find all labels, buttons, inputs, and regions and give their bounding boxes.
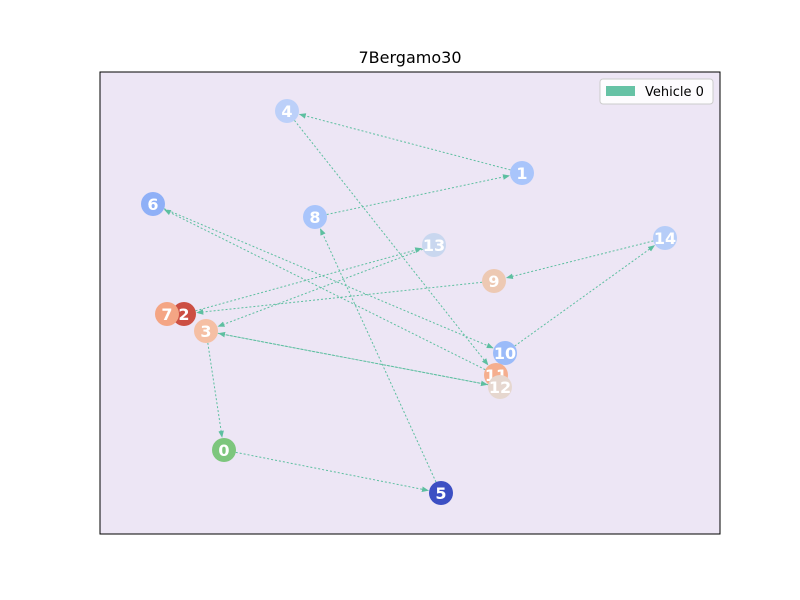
edge-6-to-10 — [163, 208, 494, 349]
edge-1-to-4 — [298, 113, 511, 171]
node-circle-7 — [155, 302, 179, 326]
edge-12-to-3 — [218, 331, 489, 386]
node-circle-14 — [653, 226, 677, 250]
node-label-1: 1 — [516, 164, 527, 183]
node-label-0: 0 — [218, 441, 229, 460]
node-label-10: 10 — [494, 344, 516, 363]
node-6: 6 — [141, 192, 165, 216]
node-circle-3 — [194, 319, 218, 343]
node-circle-8 — [303, 205, 327, 229]
node-1: 1 — [510, 161, 534, 185]
chart-title: 7Bergamo30 — [359, 48, 462, 67]
node-13: 13 — [422, 233, 446, 257]
node-7: 7 — [155, 302, 179, 326]
node-label-6: 6 — [147, 195, 158, 214]
node-12: 12 — [488, 375, 512, 399]
node-label-8: 8 — [309, 208, 320, 227]
node-circle-6 — [141, 192, 165, 216]
node-4: 4 — [275, 99, 299, 123]
plot-frame — [99, 71, 721, 535]
node-circle-13 — [422, 233, 446, 257]
node-14: 14 — [653, 226, 677, 250]
node-label-3: 3 — [200, 322, 211, 341]
node-circle-2 — [172, 302, 196, 326]
edges-layer — [163, 113, 656, 492]
edge-8-to-1 — [326, 174, 510, 215]
legend-swatch-vehicle-0 — [606, 86, 635, 96]
plot-area — [100, 72, 720, 534]
node-circle-5 — [429, 481, 453, 505]
node-label-14: 14 — [654, 229, 676, 248]
node-0: 0 — [212, 438, 236, 462]
node-circle-10 — [493, 341, 517, 365]
node-label-9: 9 — [488, 272, 499, 291]
node-label-7: 7 — [161, 305, 172, 324]
edge-13-to-3 — [217, 248, 423, 327]
node-5: 5 — [429, 481, 453, 505]
edge-14-to-9 — [505, 240, 654, 280]
legend-label-vehicle-0: Vehicle 0 — [645, 85, 704, 100]
node-circle-1 — [510, 161, 534, 185]
edge-2-to-13 — [195, 247, 423, 312]
node-label-5: 5 — [435, 484, 446, 503]
node-circle-4 — [275, 99, 299, 123]
node-10: 10 — [493, 341, 517, 365]
node-8: 8 — [303, 205, 327, 229]
node-circle-9 — [482, 269, 506, 293]
node-label-2: 2 — [178, 305, 189, 324]
node-3: 3 — [194, 319, 218, 343]
node-circle-12 — [488, 375, 512, 399]
edge-0-to-5 — [235, 451, 429, 492]
legend-frame — [599, 78, 714, 105]
legend: Vehicle 0 — [599, 78, 714, 105]
node-2: 2 — [172, 302, 196, 326]
edge-10-to-14 — [514, 245, 656, 347]
node-label-13: 13 — [423, 236, 445, 255]
node-label-12: 12 — [489, 378, 511, 397]
node-9: 9 — [482, 269, 506, 293]
node-label-4: 4 — [281, 102, 292, 121]
node-circle-0 — [212, 438, 236, 462]
